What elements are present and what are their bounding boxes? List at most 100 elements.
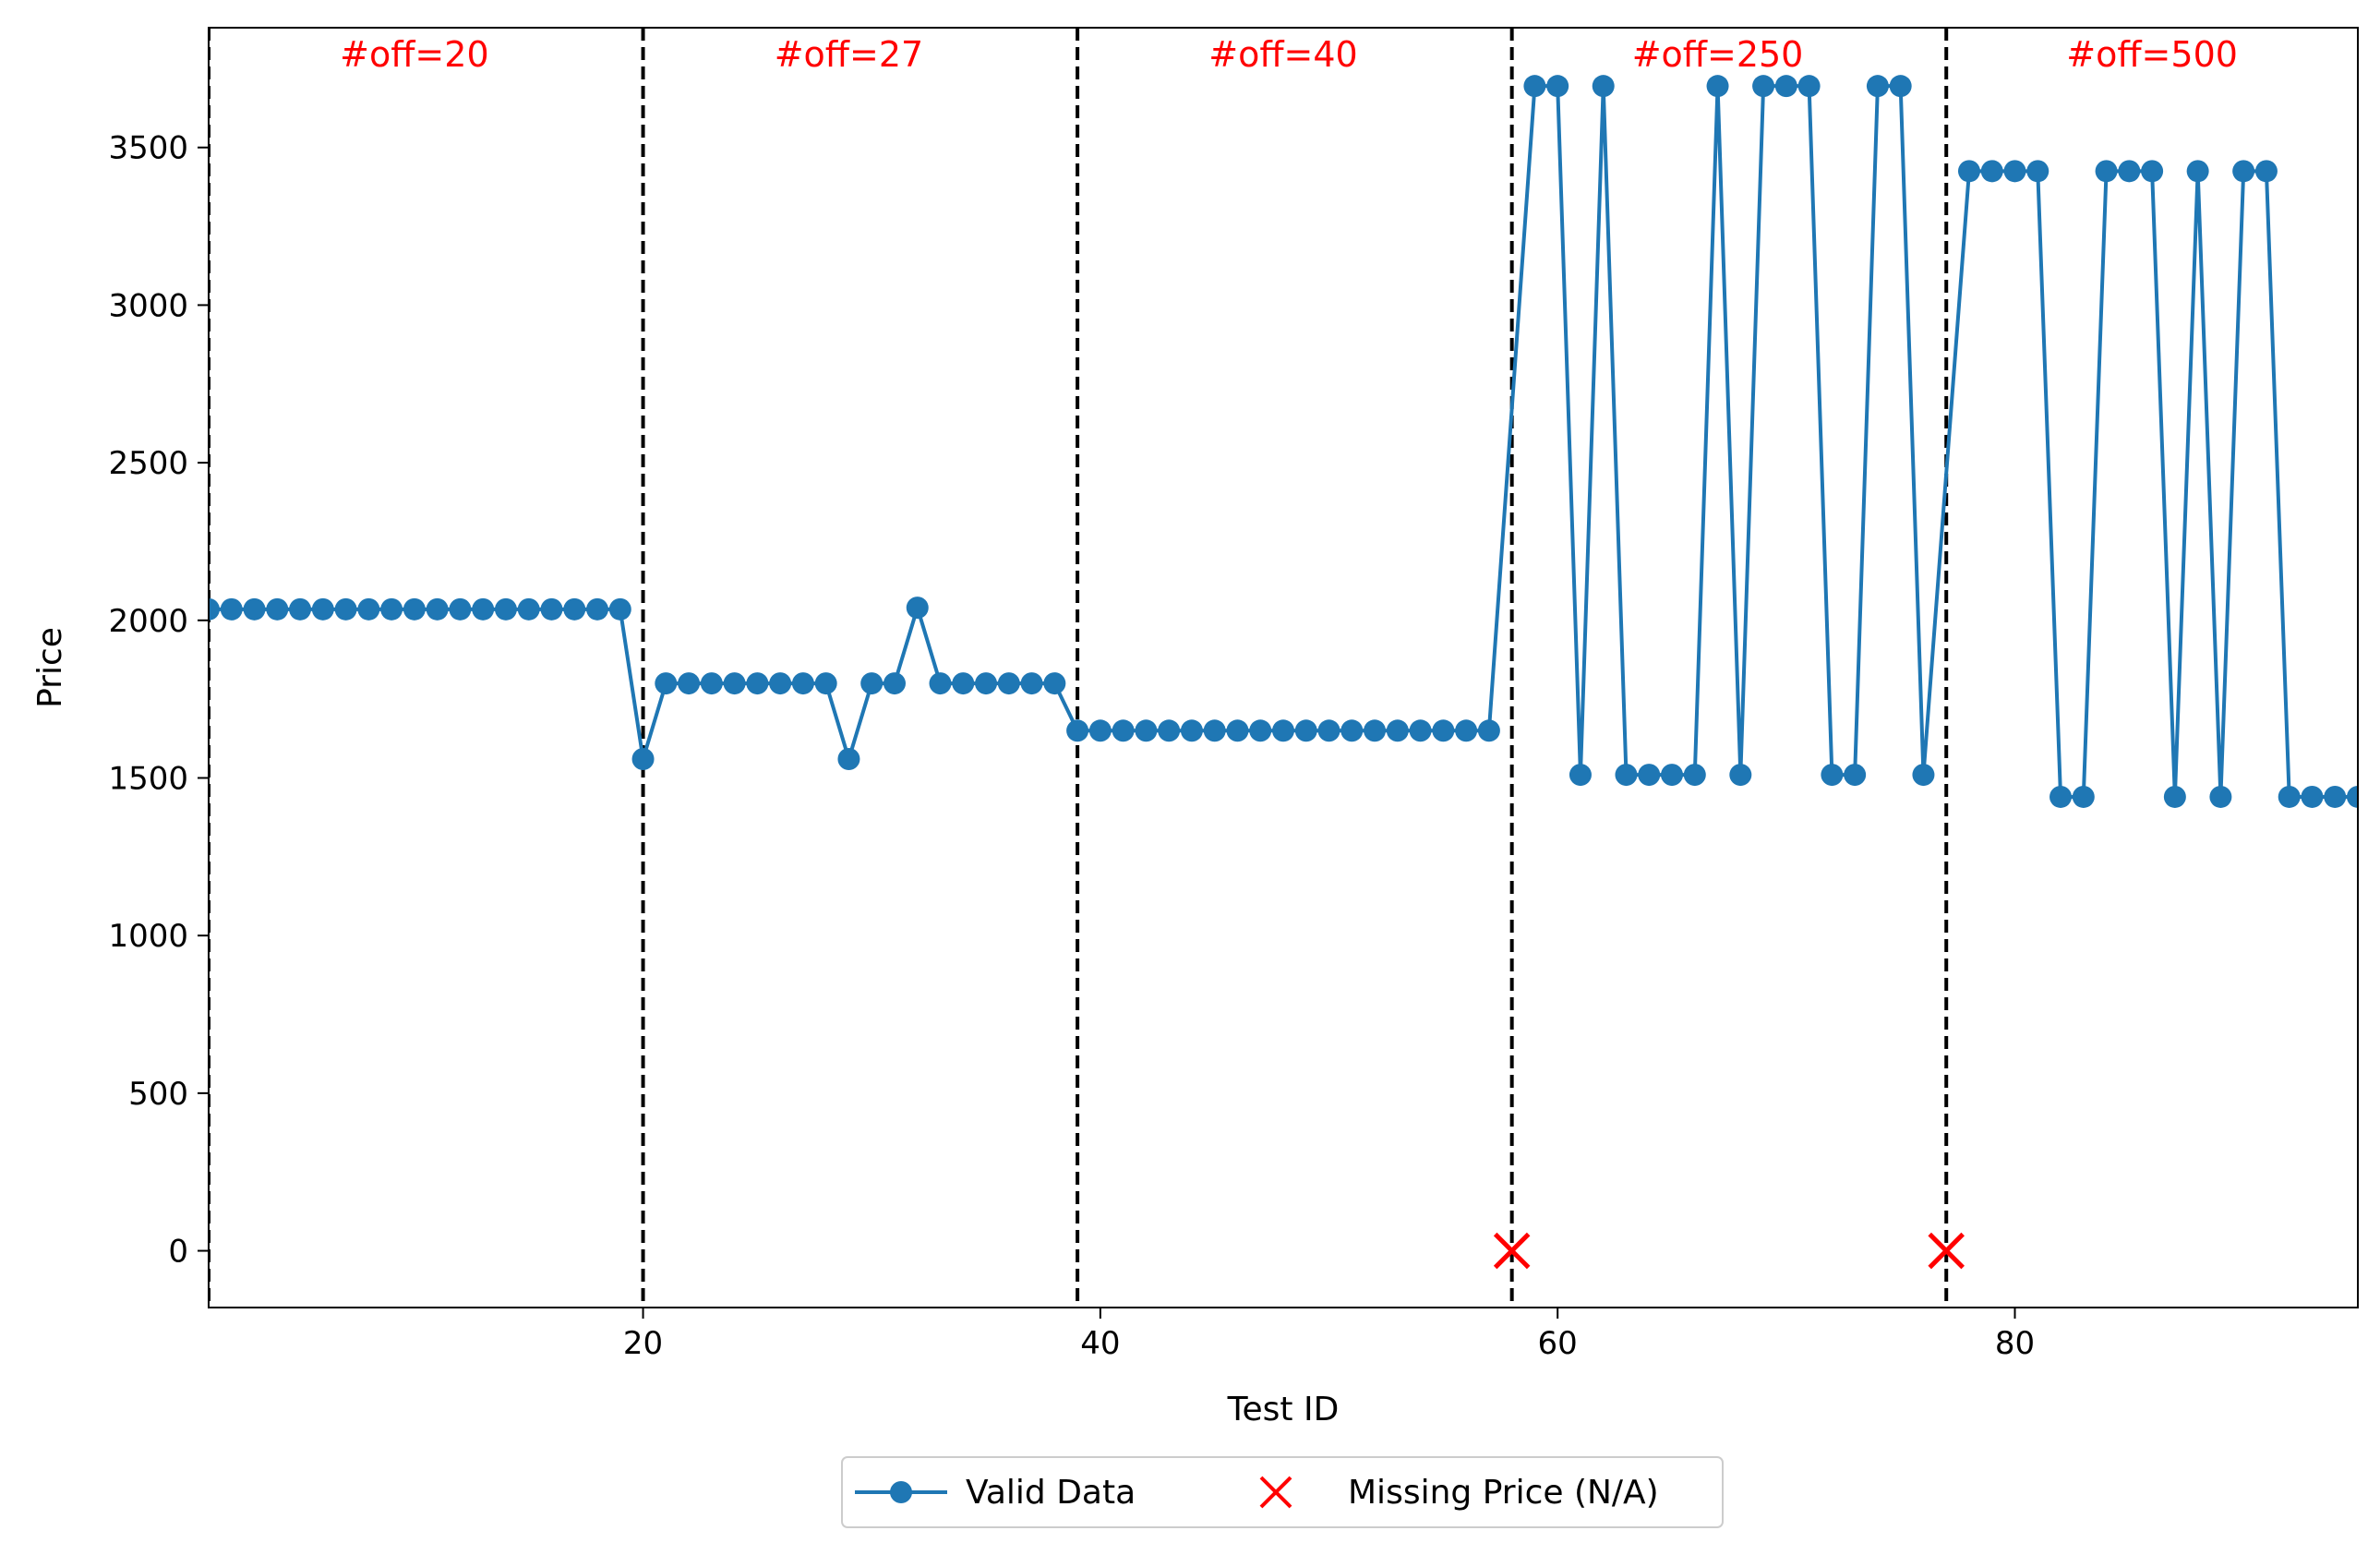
data-point-18: [586, 597, 609, 621]
data-point-15: [517, 597, 540, 621]
data-point-40: [1088, 719, 1112, 742]
data-point-75: [1889, 75, 1912, 98]
missing-marker-stroke-b: [1493, 1232, 1531, 1270]
data-point-24: [723, 672, 746, 695]
y-tick-label-2000: 2000: [108, 603, 188, 640]
plot-frame: [208, 27, 2359, 1308]
data-point-91: [2254, 160, 2278, 183]
data-point-78: [1957, 160, 1980, 183]
data-point-80: [2003, 160, 2026, 183]
data-point-73: [1844, 764, 1867, 787]
data-point-88: [2186, 160, 2209, 183]
data-point-20: [631, 748, 655, 770]
data-point-65: [1661, 764, 1684, 787]
data-point-31: [883, 672, 906, 695]
data-point-95: [2347, 785, 2358, 808]
data-point-21: [655, 672, 678, 695]
data-point-6: [311, 597, 334, 621]
data-point-2: [220, 597, 243, 621]
data-point-62: [1592, 75, 1615, 98]
data-point-76: [1912, 764, 1935, 787]
y-tick-label-500: 500: [128, 1076, 188, 1113]
data-point-84: [2095, 160, 2118, 183]
x-tick-label-80: 80: [1995, 1325, 2035, 1362]
data-point-81: [2026, 160, 2049, 183]
data-point-54: [1409, 719, 1432, 742]
data-point-25: [746, 672, 769, 695]
data-point-69: [1752, 75, 1775, 98]
data-point-23: [700, 672, 723, 695]
data-point-14: [494, 597, 517, 621]
y-tick-label-3500: 3500: [108, 130, 188, 167]
data-point-85: [2118, 160, 2141, 183]
data-point-87: [2163, 785, 2186, 808]
missing-price-marker-77: [1928, 1232, 1965, 1270]
data-point-16: [540, 597, 563, 621]
y-tick-label-0: 0: [168, 1234, 188, 1271]
data-point-74: [1866, 75, 1889, 98]
data-point-50: [1317, 719, 1340, 742]
data-point-61: [1569, 764, 1592, 787]
data-point-38: [1043, 672, 1066, 695]
missing-price-marker-58: [1493, 1232, 1531, 1270]
data-point-39: [1066, 719, 1089, 742]
y-tick-label-3000: 3000: [108, 287, 188, 324]
data-point-72: [1821, 764, 1844, 787]
data-point-53: [1386, 719, 1409, 742]
legend-box: [841, 1456, 1724, 1528]
data-point-48: [1272, 719, 1294, 742]
data-point-86: [2141, 160, 2164, 183]
data-point-89: [2209, 785, 2232, 808]
x-axis-label: Test ID: [1227, 1391, 1340, 1428]
region-label-2: #off=40: [1208, 34, 1357, 75]
data-point-64: [1638, 764, 1661, 787]
data-point-44: [1180, 719, 1203, 742]
x-tick-label-20: 20: [623, 1325, 663, 1362]
region-label-1: #off=27: [775, 34, 923, 75]
data-point-28: [814, 672, 837, 695]
legend-marker-x: [1259, 1476, 1292, 1509]
data-point-34: [952, 672, 975, 695]
data-point-8: [357, 597, 380, 621]
data-point-29: [837, 748, 860, 770]
data-point-27: [791, 672, 814, 695]
data-point-83: [2072, 785, 2095, 808]
data-point-70: [1774, 75, 1797, 98]
data-point-9: [380, 597, 403, 621]
x-tick-label-40: 40: [1080, 1325, 1120, 1362]
legend: Valid Data Missing Price (N/A): [841, 1456, 1724, 1528]
data-point-59: [1523, 75, 1546, 98]
data-point-56: [1455, 719, 1478, 742]
data-point-57: [1477, 719, 1500, 742]
data-point-45: [1203, 719, 1226, 742]
data-point-47: [1249, 719, 1272, 742]
data-point-1: [209, 597, 220, 621]
data-point-7: [334, 597, 357, 621]
data-point-55: [1432, 719, 1455, 742]
missing-marker-stroke-b: [1928, 1232, 1965, 1270]
data-point-94: [2324, 785, 2347, 808]
data-point-68: [1729, 764, 1752, 787]
legend-label-missing: Missing Price (N/A): [1348, 1474, 1659, 1512]
data-point-93: [2301, 785, 2324, 808]
data-point-66: [1683, 764, 1706, 787]
series-line-valid-data: [209, 84, 2358, 799]
data-point-22: [678, 672, 701, 695]
data-point-42: [1135, 719, 1158, 742]
region-label-3: #off=250: [1632, 34, 1804, 75]
data-point-63: [1615, 764, 1638, 787]
y-axis-label: Price: [31, 627, 69, 708]
region-label-0: #off=20: [340, 34, 488, 75]
data-point-60: [1546, 75, 1569, 98]
data-point-26: [769, 672, 792, 695]
y-tick-label-1500: 1500: [108, 760, 188, 797]
data-point-71: [1797, 75, 1821, 98]
data-point-52: [1364, 719, 1387, 742]
data-point-36: [997, 672, 1020, 695]
data-point-17: [563, 597, 586, 621]
data-point-3: [243, 597, 266, 621]
x-tick-label-60: 60: [1538, 1325, 1578, 1362]
data-point-13: [472, 597, 495, 621]
